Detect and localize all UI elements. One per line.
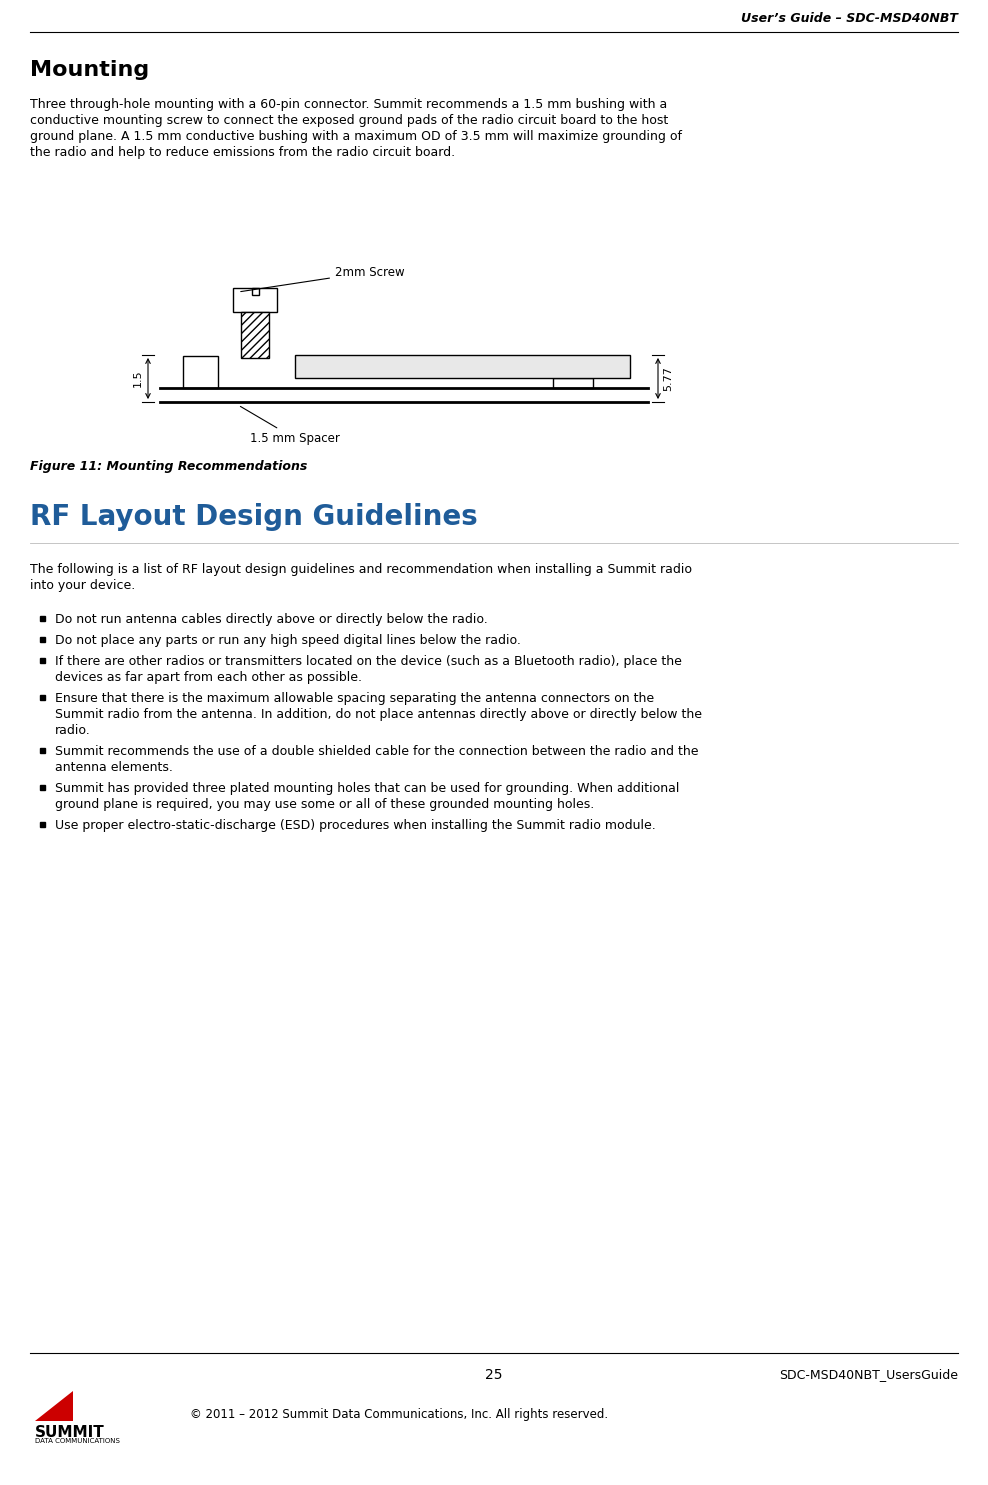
Text: Do not run antenna cables directly above or directly below the radio.: Do not run antenna cables directly above… (55, 613, 488, 627)
Bar (233, 288, 277, 312)
Text: SUMMIT: SUMMIT (35, 1426, 105, 1440)
Text: User’s Guide – SDC-MSD40NBT: User’s Guide – SDC-MSD40NBT (741, 12, 958, 24)
Text: Use proper electro-static-discharge (ESD) procedures when installing the Summit : Use proper electro-static-discharge (ESD… (55, 820, 656, 832)
Text: RF Layout Design Guidelines: RF Layout Design Guidelines (30, 503, 478, 532)
Bar (241, 312, 269, 358)
Bar (183, 356, 218, 388)
Text: © 2011 – 2012 Summit Data Communications, Inc. All rights reserved.: © 2011 – 2012 Summit Data Communications… (190, 1408, 609, 1421)
Bar (40, 695, 45, 699)
Bar (40, 748, 45, 753)
Text: devices as far apart from each other as possible.: devices as far apart from each other as … (55, 671, 362, 685)
Text: ground plane. A 1.5 mm conductive bushing with a maximum OD of 3.5 mm will maxim: ground plane. A 1.5 mm conductive bushin… (30, 131, 682, 143)
Text: Summit radio from the antenna. In addition, do not place antennas directly above: Summit radio from the antenna. In additi… (55, 708, 702, 722)
Text: SDC-MSD40NBT_UsersGuide: SDC-MSD40NBT_UsersGuide (779, 1369, 958, 1381)
Text: the radio and help to reduce emissions from the radio circuit board.: the radio and help to reduce emissions f… (30, 146, 455, 159)
Bar (40, 616, 45, 621)
Text: Mounting: Mounting (30, 59, 149, 80)
Bar (40, 786, 45, 790)
Text: 1.5 mm Spacer: 1.5 mm Spacer (240, 407, 340, 446)
Polygon shape (35, 1391, 73, 1421)
Text: 25: 25 (485, 1368, 503, 1383)
Text: antenna elements.: antenna elements. (55, 760, 173, 774)
Text: 5.77: 5.77 (663, 367, 673, 391)
Text: Figure 11: Mounting Recommendations: Figure 11: Mounting Recommendations (30, 460, 307, 474)
Bar (40, 823, 45, 827)
Text: Do not place any parts or run any high speed digital lines below the radio.: Do not place any parts or run any high s… (55, 634, 521, 647)
Bar (295, 355, 630, 379)
Text: The following is a list of RF layout design guidelines and recommendation when i: The following is a list of RF layout des… (30, 563, 692, 576)
Bar (553, 379, 593, 388)
Bar (40, 637, 45, 642)
Bar (252, 288, 259, 296)
Text: 2mm Screw: 2mm Screw (241, 266, 405, 291)
Text: into your device.: into your device. (30, 579, 135, 593)
Text: Summit recommends the use of a double shielded cable for the connection between : Summit recommends the use of a double sh… (55, 745, 699, 757)
Text: If there are other radios or transmitters located on the device (such as a Bluet: If there are other radios or transmitter… (55, 655, 682, 668)
Text: radio.: radio. (55, 725, 91, 737)
Text: Ensure that there is the maximum allowable spacing separating the antenna connec: Ensure that there is the maximum allowab… (55, 692, 654, 705)
Text: DATA COMMUNICATIONS: DATA COMMUNICATIONS (35, 1437, 120, 1443)
Text: Three through-hole mounting with a 60-pin connector. Summit recommends a 1.5 mm : Three through-hole mounting with a 60-pi… (30, 98, 667, 111)
Text: Summit has provided three plated mounting holes that can be used for grounding. : Summit has provided three plated mountin… (55, 783, 680, 794)
Text: ground plane is required, you may use some or all of these grounded mounting hol: ground plane is required, you may use so… (55, 797, 594, 811)
Text: conductive mounting screw to connect the exposed ground pads of the radio circui: conductive mounting screw to connect the… (30, 114, 668, 128)
Text: 1.5: 1.5 (133, 370, 143, 388)
Bar (40, 658, 45, 662)
